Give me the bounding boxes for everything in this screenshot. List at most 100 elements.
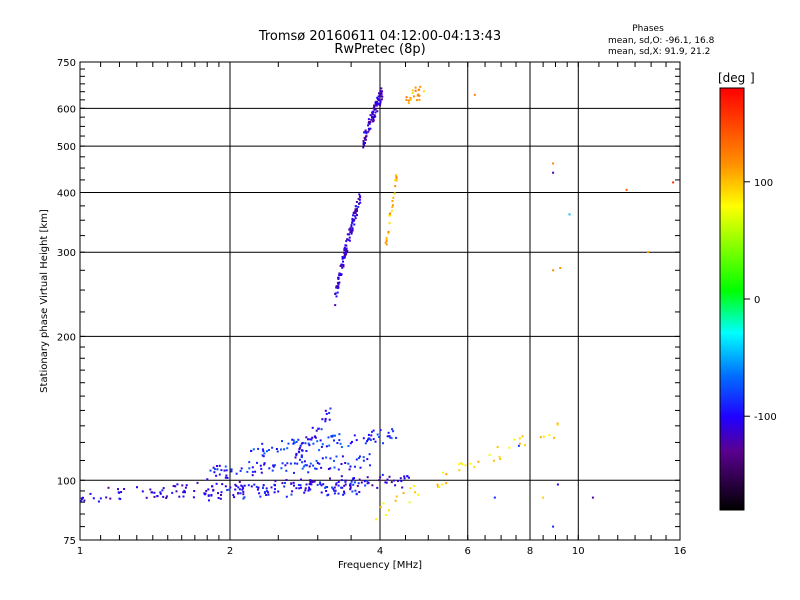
data-point: [397, 480, 399, 482]
data-point: [89, 492, 92, 495]
data-point: [356, 214, 358, 217]
data-point: [347, 238, 350, 241]
data-point: [182, 491, 185, 494]
data-point: [329, 477, 331, 480]
data-point: [240, 484, 243, 487]
data-point: [256, 488, 259, 491]
data-point: [260, 467, 263, 470]
data-point: [259, 495, 262, 498]
data-point: [363, 480, 366, 483]
data-point: [178, 495, 181, 498]
data-point: [284, 464, 287, 467]
data-point: [354, 215, 357, 218]
data-point: [287, 442, 290, 445]
data-point: [355, 458, 358, 461]
data-point: [364, 137, 367, 140]
data-point: [340, 486, 343, 489]
data-point: [364, 138, 367, 141]
data-point: [518, 442, 521, 445]
data-point: [301, 467, 304, 470]
data-point: [552, 162, 555, 165]
data-point: [333, 439, 335, 442]
data-point: [159, 491, 162, 494]
data-point: [286, 462, 289, 465]
data-point: [387, 509, 390, 512]
data-point: [341, 455, 344, 458]
data-point: [371, 484, 374, 487]
data-point: [293, 484, 295, 487]
data-point: [315, 459, 318, 462]
data-point: [392, 430, 395, 433]
data-point: [371, 430, 373, 433]
stats-x-mode: mean, sd,X: 91.9, 21.2: [608, 47, 710, 57]
data-point: [337, 481, 340, 483]
data-point: [359, 455, 361, 458]
data-point: [273, 464, 276, 467]
data-point: [265, 487, 268, 490]
data-point: [233, 496, 236, 499]
data-point: [218, 464, 221, 467]
data-point: [391, 428, 394, 431]
data-point: [477, 460, 480, 463]
data-point: [253, 483, 256, 486]
data-point: [343, 255, 346, 258]
x-tick-label: 1: [77, 546, 83, 557]
data-point: [346, 238, 349, 241]
data-point: [353, 481, 356, 484]
data-point: [407, 102, 410, 105]
data-point: [225, 469, 228, 472]
data-point: [379, 99, 382, 102]
data-point: [367, 127, 370, 130]
data-point: [205, 489, 208, 492]
data-point: [332, 487, 335, 490]
data-point: [354, 210, 357, 213]
data-point: [321, 443, 324, 446]
data-point: [161, 489, 164, 492]
data-point: [352, 211, 355, 214]
data-point: [304, 442, 307, 445]
data-point: [379, 93, 382, 96]
data-point: [99, 497, 102, 500]
data-point: [349, 231, 352, 234]
data-point: [338, 274, 341, 277]
data-point: [343, 490, 345, 493]
data-point: [414, 491, 416, 494]
data-point: [591, 496, 594, 499]
data-point: [242, 487, 245, 490]
data-point: [336, 442, 339, 444]
data-point: [389, 436, 392, 439]
data-point: [411, 92, 414, 94]
data-point: [372, 429, 375, 432]
data-point: [350, 225, 353, 228]
data-point: [366, 440, 368, 443]
data-point: [367, 433, 370, 436]
data-point: [386, 435, 389, 438]
data-point: [281, 482, 284, 485]
data-point: [316, 462, 319, 464]
data-point: [293, 471, 295, 474]
data-point: [184, 491, 186, 494]
data-point: [305, 483, 308, 486]
data-point: [356, 484, 359, 487]
data-point: [342, 263, 345, 266]
data-point: [339, 272, 342, 275]
data-point: [348, 239, 351, 242]
data-point: [548, 434, 551, 437]
data-point: [366, 476, 369, 479]
data-point: [307, 489, 310, 492]
data-point: [225, 474, 228, 477]
data-point: [234, 483, 237, 486]
data-point: [310, 483, 313, 486]
data-point: [359, 195, 362, 198]
data-point: [242, 497, 245, 500]
data-point: [338, 281, 341, 284]
data-point: [354, 465, 356, 468]
data-point: [460, 462, 463, 465]
data-point: [316, 440, 319, 443]
data-point: [299, 446, 302, 449]
data-point: [469, 462, 472, 465]
data-point: [405, 99, 408, 101]
data-point: [385, 238, 388, 241]
data-point: [409, 487, 412, 490]
data-point: [461, 463, 464, 466]
